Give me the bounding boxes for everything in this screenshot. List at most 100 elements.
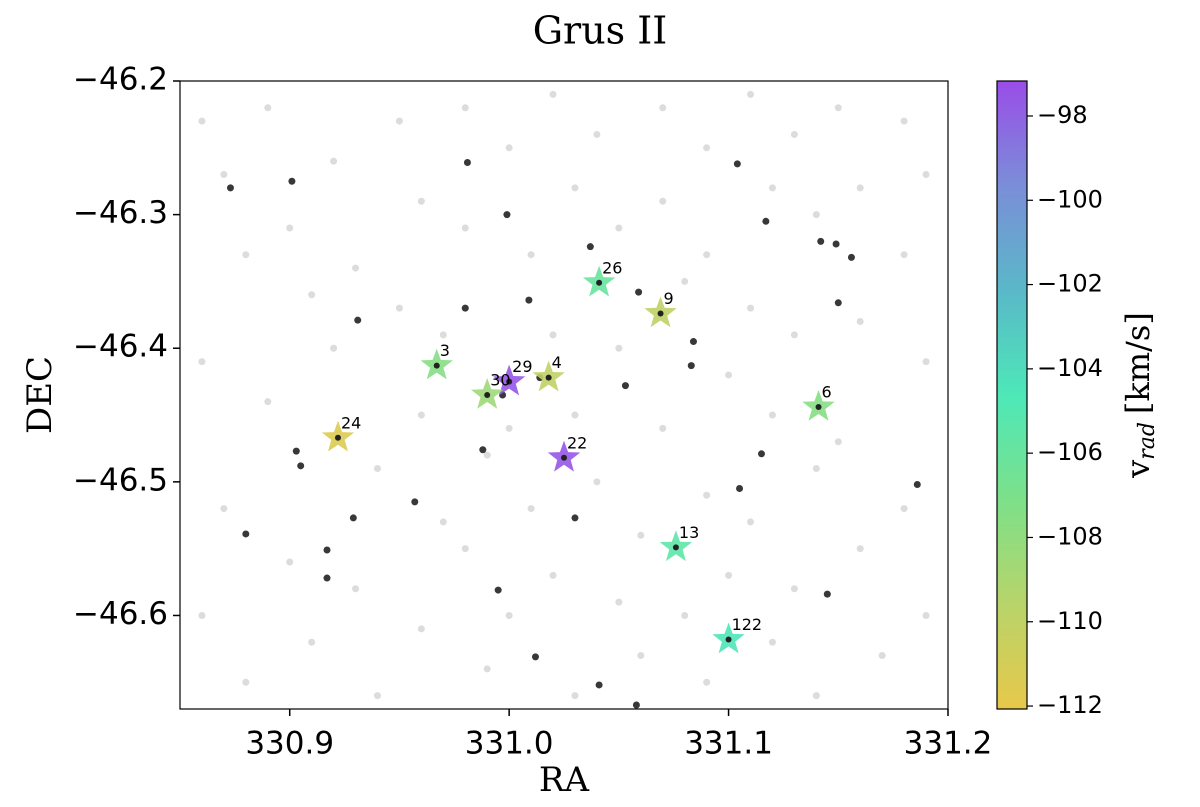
colorbar-tick-label: −106	[1037, 438, 1103, 466]
colorbar	[996, 80, 1028, 710]
star-center	[657, 310, 664, 317]
point	[527, 505, 535, 513]
point	[323, 546, 331, 554]
point	[637, 652, 645, 660]
point	[411, 498, 419, 506]
point	[593, 130, 601, 138]
point	[725, 371, 733, 379]
point	[417, 197, 425, 205]
point	[736, 485, 744, 493]
point	[659, 104, 667, 112]
point	[220, 171, 228, 179]
point	[479, 446, 487, 454]
x-tick-label: 331.2	[904, 726, 993, 762]
star-center	[725, 636, 732, 643]
point	[703, 678, 711, 686]
point	[757, 450, 765, 458]
point	[531, 653, 539, 661]
x-axis-label: RA	[539, 760, 590, 800]
star-label: 122	[732, 615, 763, 634]
colorbar-label-subscript: rad	[1135, 422, 1160, 460]
colorbar-tick-label: −108	[1037, 522, 1103, 550]
point	[595, 681, 603, 689]
point	[637, 531, 645, 539]
point	[463, 159, 471, 167]
point	[505, 611, 513, 619]
point	[264, 104, 272, 112]
point	[286, 558, 294, 566]
point	[832, 240, 840, 248]
star-label: 26	[602, 258, 622, 277]
point	[790, 130, 798, 138]
point	[571, 184, 579, 192]
y-tick-label: −46.3	[73, 195, 168, 231]
star-label: 3	[440, 341, 450, 360]
y-tick-label: −46.4	[73, 329, 168, 365]
point	[461, 304, 469, 312]
star-label: 22	[567, 433, 587, 452]
point	[483, 665, 491, 673]
point	[834, 438, 842, 446]
point	[198, 117, 206, 125]
point	[659, 424, 667, 432]
point	[922, 611, 930, 619]
point	[494, 586, 502, 594]
colorbar-tick-label: −102	[1037, 270, 1103, 298]
point	[856, 318, 864, 326]
point	[198, 358, 206, 366]
point	[288, 177, 296, 185]
point	[900, 505, 908, 513]
star-center	[484, 392, 491, 398]
star-label: 13	[679, 523, 699, 542]
star-label: 9	[664, 289, 674, 308]
point	[615, 598, 623, 606]
colorbar-label-symbol: v	[1119, 460, 1157, 479]
point	[242, 530, 250, 538]
y-tick-label: −46.6	[73, 596, 168, 632]
point	[323, 574, 331, 582]
colorbar-tick-label: −98	[1037, 101, 1088, 129]
colorbar-tick-label: −100	[1037, 185, 1103, 213]
star-center	[433, 362, 440, 369]
point	[395, 117, 403, 125]
point	[549, 571, 557, 579]
point	[703, 251, 711, 259]
point	[505, 424, 513, 432]
point	[549, 331, 557, 339]
star-label: 29	[512, 357, 532, 376]
x-tick-label: 331.0	[465, 726, 554, 762]
point	[733, 160, 741, 168]
point	[226, 184, 234, 192]
point	[352, 264, 360, 272]
point	[220, 505, 228, 513]
point	[483, 451, 491, 459]
point	[922, 358, 930, 366]
colorbar-tick-label: −110	[1037, 607, 1103, 635]
y-tick-label: −46.5	[73, 462, 168, 498]
point	[703, 144, 711, 152]
point	[242, 678, 250, 686]
point	[768, 411, 776, 419]
star-center	[334, 434, 341, 441]
colorbar-label: vrad [km/s]	[1119, 312, 1161, 479]
point	[593, 478, 601, 486]
star-center	[596, 279, 603, 286]
x-tick-label: 331.1	[684, 726, 773, 762]
point	[439, 331, 447, 339]
point	[817, 237, 825, 245]
point	[417, 625, 425, 633]
point	[747, 90, 755, 98]
point	[768, 638, 776, 646]
point	[286, 224, 294, 232]
point	[812, 692, 820, 700]
star-center	[561, 454, 567, 461]
point	[615, 344, 623, 352]
point	[900, 251, 908, 259]
star-label: 30	[490, 371, 510, 390]
point	[330, 157, 338, 165]
point	[417, 411, 425, 419]
point	[505, 144, 513, 152]
point	[703, 491, 711, 499]
point	[503, 211, 511, 219]
